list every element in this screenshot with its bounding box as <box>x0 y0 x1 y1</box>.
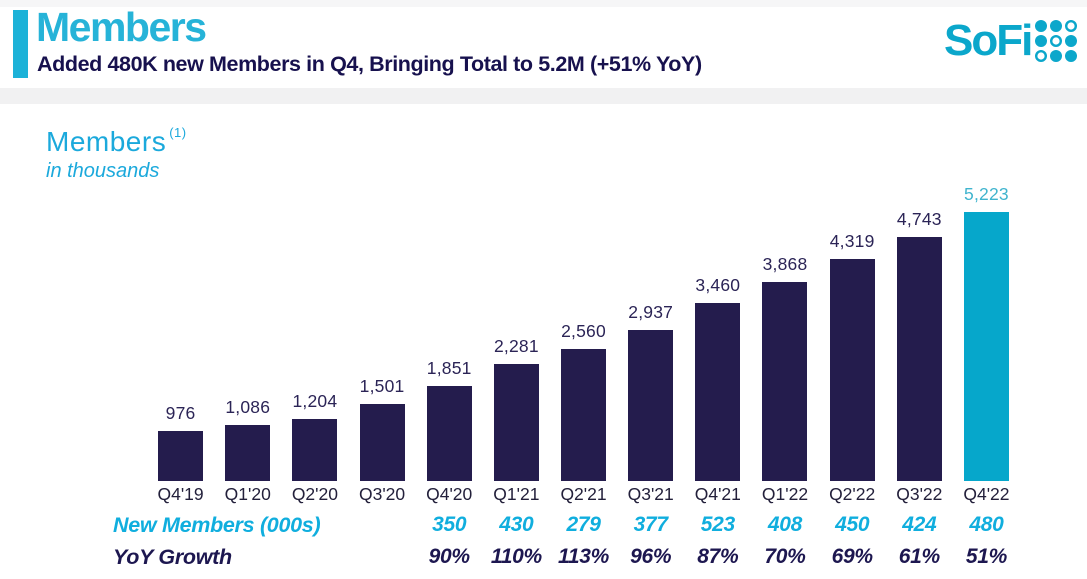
data-row-cell: 90% <box>428 545 470 568</box>
data-row-cell: 69% <box>831 545 873 568</box>
bar-value-label: 3,460 <box>695 275 741 295</box>
bar <box>896 237 942 481</box>
x-axis-tick-label: Q3'20 <box>358 484 406 504</box>
bar <box>225 425 271 481</box>
x-axis-tick-label: Q2'22 <box>829 484 876 504</box>
bar-value-label: 4,319 <box>829 231 875 251</box>
data-row-cell <box>348 545 415 569</box>
data-row-cell: 110% <box>490 545 542 568</box>
bar <box>561 349 607 481</box>
header-divider-band <box>0 88 1087 104</box>
bar <box>829 259 875 481</box>
sofi-logo: SoFi <box>944 12 1084 66</box>
x-axis-tick-label: Q2'21 <box>560 484 607 504</box>
bar <box>963 212 1009 481</box>
new-members-row-values: 350 430 279 377 523 408 450 424 480 <box>147 513 1020 537</box>
bar-column: 5,223 <box>953 168 1020 481</box>
data-row-cell: 96% <box>630 545 672 568</box>
bar-value-label: 2,281 <box>493 336 539 356</box>
data-row-cell: 523 <box>700 513 735 536</box>
data-row-cell: 350 <box>432 513 467 536</box>
bar-column: 3,868 <box>751 168 818 481</box>
bar-column: 2,281 <box>483 168 550 481</box>
bar-column: 976 <box>147 168 214 481</box>
data-row-cell: 377 <box>633 513 668 536</box>
x-axis-tick-label: Q4'21 <box>694 484 741 504</box>
data-row-cell: 430 <box>499 513 534 536</box>
data-row-cell <box>147 545 214 569</box>
data-row-cell: 61% <box>898 545 940 568</box>
data-row-cell: 424 <box>902 513 937 536</box>
x-axis-tick-label: Q4'22 <box>963 484 1010 504</box>
bar <box>359 404 405 481</box>
sofi-logo-text: SoFi <box>944 16 1031 65</box>
bar-value-label: 1,501 <box>359 376 405 396</box>
x-axis-tick-label: Q4'19 <box>157 484 204 504</box>
bar-value-label: 3,868 <box>762 254 808 274</box>
x-axis-tick-label: Q4'20 <box>426 484 473 504</box>
data-row-cell: 70% <box>764 545 806 568</box>
bar <box>158 431 204 481</box>
page-title: Members <box>36 4 207 50</box>
data-row-cell: 113% <box>558 545 609 568</box>
x-axis-tick-label: Q1'22 <box>761 484 809 504</box>
yoy-growth-row-label: YoY Growth <box>113 545 232 569</box>
data-row-cell <box>348 513 415 537</box>
data-row-cell <box>214 545 281 569</box>
bar-chart: 976 1,086 1,204 1,501 1,851 2,281 2,560 2,937 3,… <box>147 168 1020 481</box>
chart-title-footnote: (1) <box>169 124 187 140</box>
bar <box>426 386 472 481</box>
bar <box>628 330 674 481</box>
data-row-cell <box>147 513 214 537</box>
chart-title-text: Members <box>46 126 167 157</box>
data-row-cell <box>281 545 348 569</box>
x-axis-tick-label: Q3'22 <box>896 484 943 504</box>
bar <box>493 364 539 481</box>
bar <box>695 303 741 481</box>
chart-title: Members (1) <box>46 124 187 158</box>
sofi-dot-grid-icon <box>1034 19 1077 63</box>
bar-column: 1,851 <box>416 168 483 481</box>
yoy-growth-row-values: 90% 110% 113% 96% 87% 70% 69% 61% 51% <box>147 545 1020 569</box>
x-axis-tick-label: Q3'21 <box>627 484 674 504</box>
x-axis-labels: Q4'19 Q1'20 Q2'20 Q3'20 Q4'20 Q1'21 Q2'21 Q3'21… <box>147 484 1020 505</box>
header-accent-bar <box>13 10 28 78</box>
bar-value-label: 4,743 <box>896 209 942 229</box>
data-row-cell: 450 <box>835 513 870 536</box>
bar-value-label: 2,937 <box>628 302 674 322</box>
bar-value-label: 5,223 <box>964 184 1009 204</box>
bar <box>762 282 808 481</box>
x-axis-tick-label: Q1'20 <box>224 484 271 504</box>
top-edge-strip <box>0 0 1087 7</box>
data-row-cell: 408 <box>767 513 803 536</box>
data-row-cell: 87% <box>697 545 739 568</box>
data-row-cell: 279 <box>566 513 601 536</box>
bar-value-label: 976 <box>165 403 196 423</box>
bar-column: 1,501 <box>348 168 415 481</box>
bar-column: 1,204 <box>281 168 348 481</box>
bar-column: 2,937 <box>617 168 684 481</box>
bar-value-label: 1,086 <box>225 397 271 417</box>
bar <box>292 419 338 481</box>
bar-column: 3,460 <box>684 168 751 481</box>
data-row-cell: 480 <box>969 513 1004 536</box>
data-row-cell <box>214 513 281 537</box>
bar-value-label: 1,204 <box>292 391 338 411</box>
bar-column: 4,743 <box>886 168 953 481</box>
data-row-cell <box>281 513 348 537</box>
new-members-row-label: New Members (000s) <box>113 513 321 537</box>
page-subtitle: Added 480K new Members in Q4, Bringing T… <box>37 52 702 76</box>
bar-value-label: 2,560 <box>561 321 606 341</box>
x-axis-tick-label: Q2'20 <box>291 484 338 504</box>
x-axis-tick-label: Q1'21 <box>493 484 540 504</box>
bar-column: 4,319 <box>819 168 886 481</box>
bar-value-label: 1,851 <box>426 358 472 378</box>
sofi-logo-icon: SoFi <box>944 16 1077 65</box>
data-row-cell: 51% <box>965 545 1008 568</box>
bar-column: 1,086 <box>214 168 281 481</box>
chart-units-label: in thousands <box>46 160 160 182</box>
bar-column: 2,560 <box>550 168 617 481</box>
